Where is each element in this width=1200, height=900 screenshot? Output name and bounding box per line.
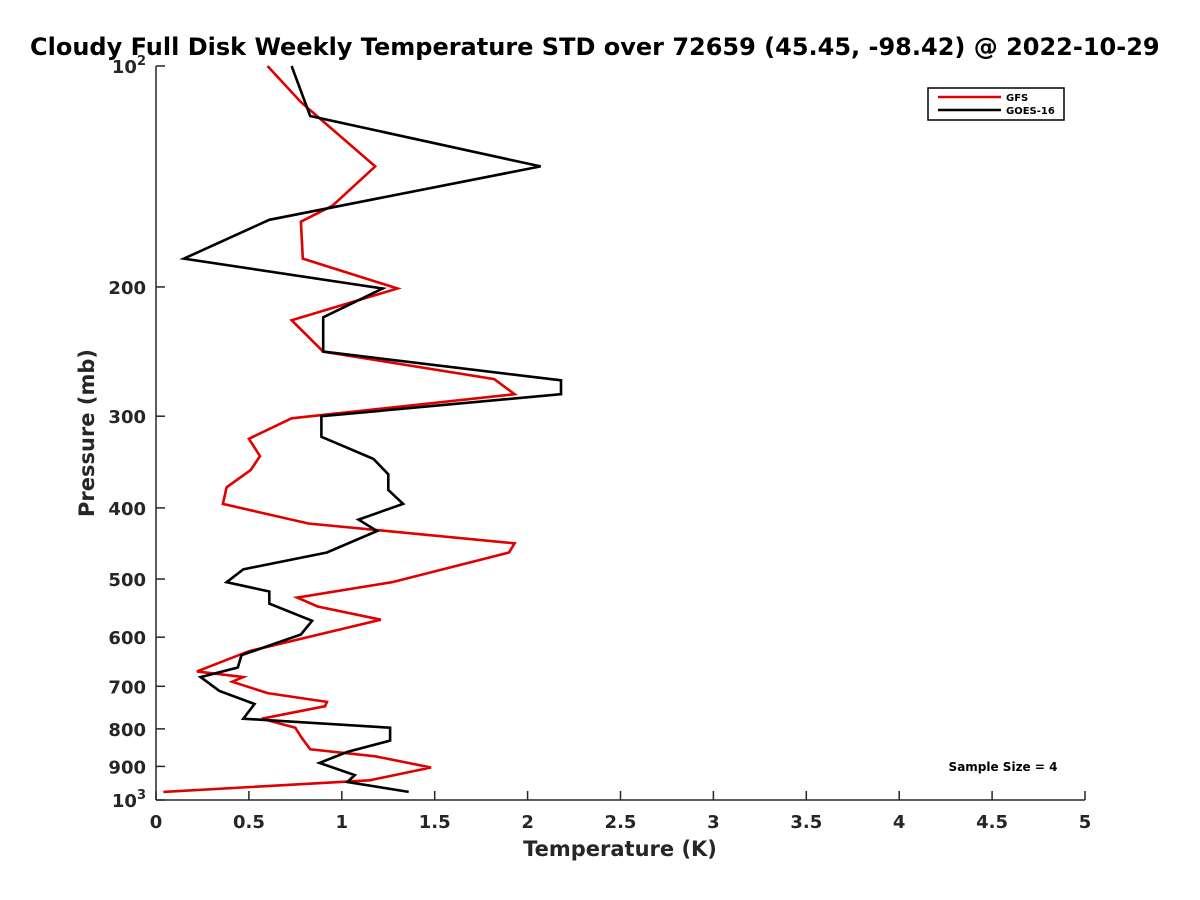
x-tick-label: 0.5 [233, 812, 265, 833]
x-tick-label: 4.5 [976, 812, 1008, 833]
y-tick-label-base: 200 [108, 278, 146, 299]
y-tick-label: 500 [108, 570, 146, 591]
legend: GFS GOES-16 [927, 87, 1065, 121]
series-line-goes16 [179, 65, 563, 794]
y-tick-label-base: 600 [108, 628, 146, 649]
chart-title: Cloudy Full Disk Weekly Temperature STD … [30, 33, 1160, 61]
y-tick-label: 800 [108, 720, 146, 741]
x-tick-label: 1.5 [419, 812, 451, 833]
y-tick-label-base: 800 [108, 720, 146, 741]
series-line-gfs [163, 65, 519, 794]
y-tick-label-base: 900 [108, 757, 146, 778]
legend-box [927, 87, 1065, 121]
y-tick-label-base: 300 [108, 407, 146, 428]
y-tick-label: 700 [108, 677, 146, 698]
y-axis-label: Pressure (mb) [75, 349, 99, 517]
y-tick-label-base: 10 [112, 57, 137, 78]
y-tick-label: 200 [108, 278, 146, 299]
x-axis-label: Temperature (K) [523, 837, 717, 861]
y-tick-label: 900 [108, 757, 146, 778]
x-tick-label: 5 [1079, 812, 1092, 833]
y-tick-label: 102 [112, 54, 146, 78]
y-tick-label-base: 400 [108, 499, 146, 520]
y-tick-label-exponent: 3 [137, 788, 146, 803]
x-tick-label: 3 [707, 812, 720, 833]
x-tick-label: 2 [521, 812, 534, 833]
y-tick-label-base: 10 [112, 791, 137, 812]
x-tick-label: 1 [336, 812, 349, 833]
sample-size-annotation: Sample Size = 4 [949, 760, 1058, 774]
plot-axes: 0 0.5 1 1.5 2 2.5 3 3.5 4 4.5 51022003004005006007… [108, 54, 1091, 833]
y-tick-label: 600 [108, 628, 146, 649]
y-tick-label-exponent: 2 [137, 54, 146, 69]
legend-label-gfs: GFS [1006, 93, 1028, 104]
y-tick-label-base: 500 [108, 570, 146, 591]
y-tick-label: 103 [112, 788, 146, 812]
x-tick-label: 0 [150, 812, 163, 833]
y-tick-label: 300 [108, 407, 146, 428]
y-tick-label: 400 [108, 499, 146, 520]
x-tick-label: 4 [893, 812, 906, 833]
legend-label-goes16: GOES-16 [1006, 106, 1055, 117]
x-tick-label: 2.5 [605, 812, 637, 833]
x-tick-label: 3.5 [790, 812, 822, 833]
y-tick-label-base: 700 [108, 677, 146, 698]
series-layer [163, 65, 563, 794]
